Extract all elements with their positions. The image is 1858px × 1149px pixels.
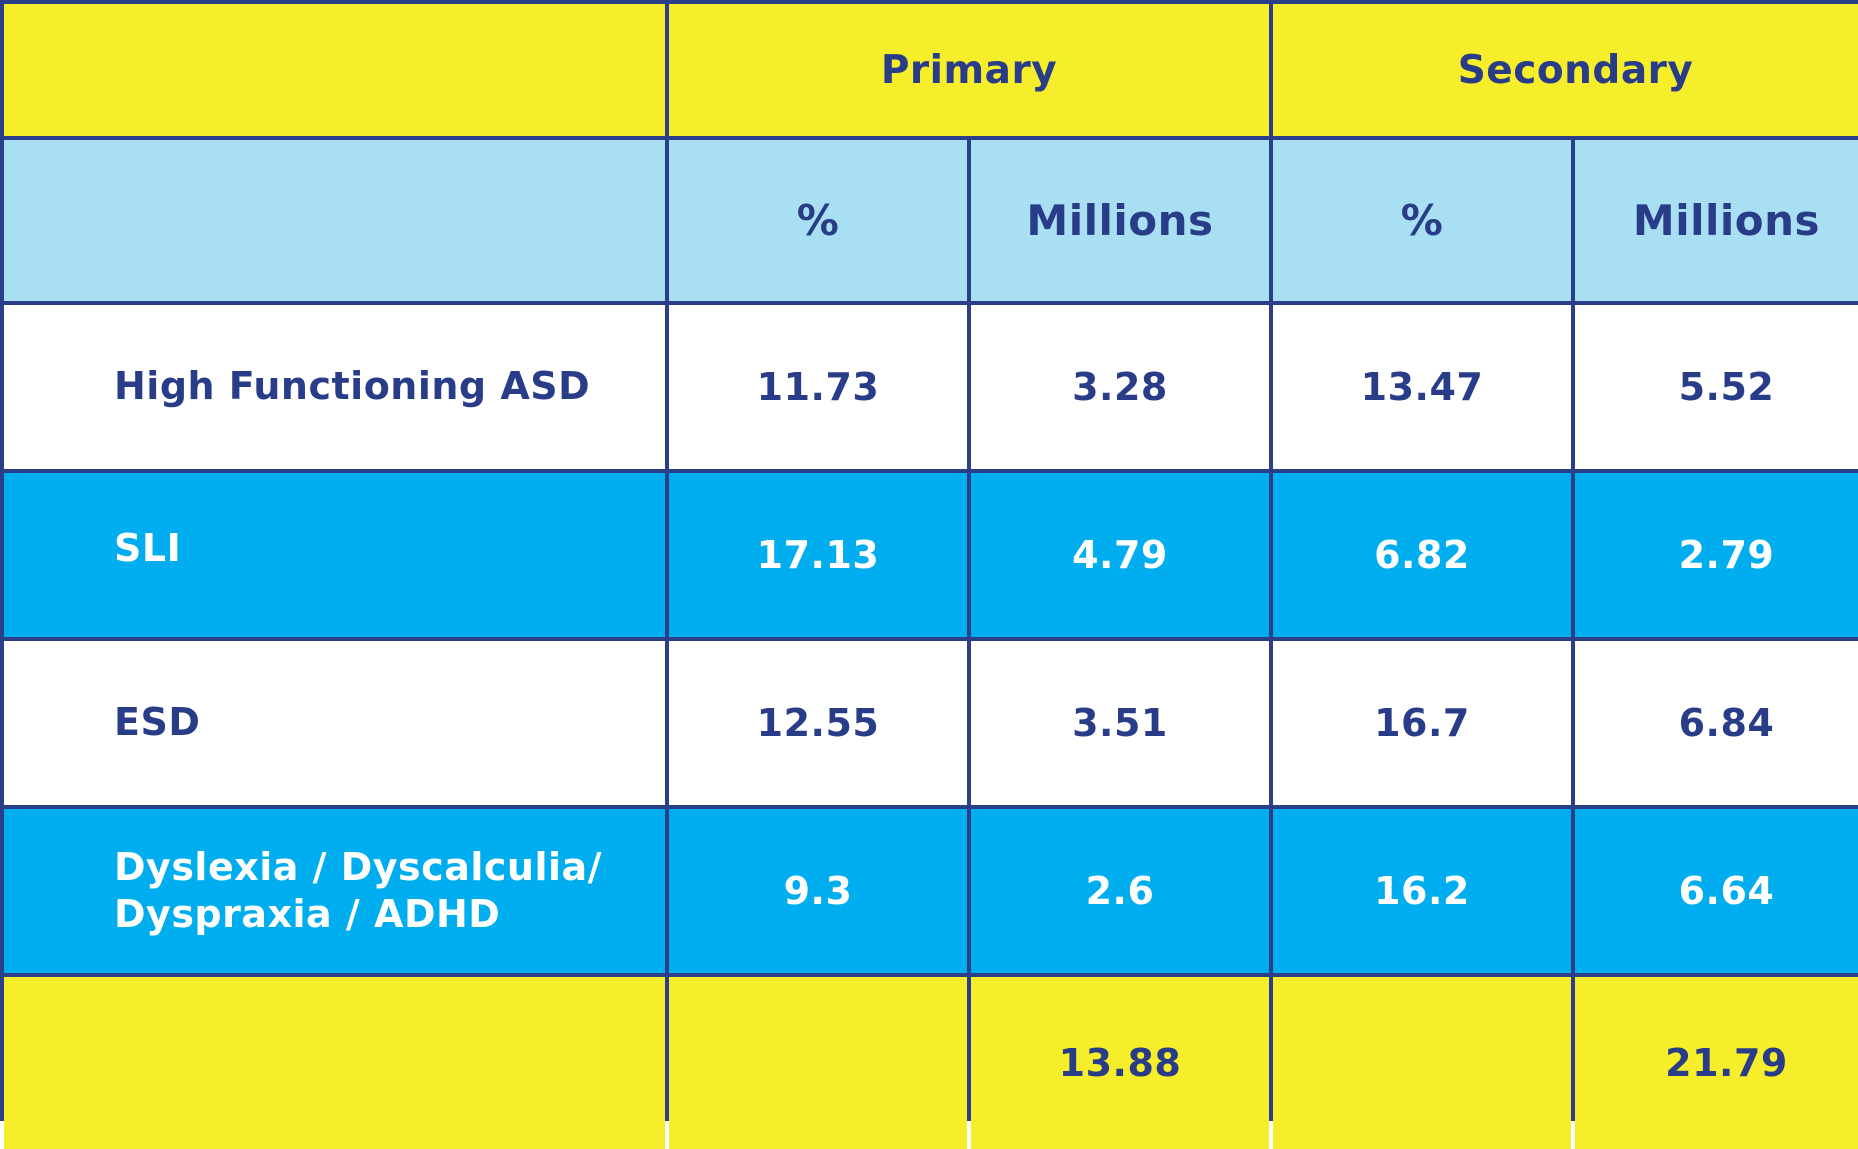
table-cell: 12.55: [669, 641, 967, 805]
row-label-line-1: Dyslexia / Dyscalculia/: [114, 844, 603, 889]
table-cell: 5.52: [1575, 305, 1858, 469]
row-label-high-functioning-asd: High Functioning ASD: [4, 305, 665, 469]
table-cell: 2.6: [971, 809, 1269, 973]
table-cell: 13.47: [1273, 305, 1571, 469]
column-header-secondary-millions: Millions: [1575, 140, 1858, 301]
table-cell: 16.2: [1273, 809, 1571, 973]
table-cell: 4.79: [971, 473, 1269, 637]
table-cell: 9.3: [669, 809, 967, 973]
total-secondary-millions: 21.79: [1575, 977, 1858, 1149]
row-label-line-2: Dyspraxia / ADHD: [114, 892, 501, 936]
total-primary-millions: 13.88: [971, 977, 1269, 1149]
table-cell: 6.84: [1575, 641, 1858, 805]
table-cell: 17.13: [669, 473, 967, 637]
totals-label-cell: [4, 977, 665, 1149]
table-cell: 11.73: [669, 305, 967, 469]
totals-empty-primary-percent: [669, 977, 967, 1149]
table-cell: 6.82: [1273, 473, 1571, 637]
table-cell: 3.51: [971, 641, 1269, 805]
table-cell: 3.28: [971, 305, 1269, 469]
row-label-sli: SLI: [4, 473, 665, 637]
totals-empty-secondary-percent: [1273, 977, 1571, 1149]
row-label-esd: ESD: [4, 641, 665, 805]
corner-cell: [4, 4, 665, 136]
subheader-corner-cell: [4, 140, 665, 301]
column-header-primary-percent: %: [669, 140, 967, 301]
row-label-dyslexia-dyscalculia-dyspraxia-adhd: Dyslexia / Dyscalculia/ Dyspraxia / ADHD: [4, 809, 665, 973]
column-header-primary-millions: Millions: [971, 140, 1269, 301]
group-header-primary: Primary: [669, 4, 1269, 136]
table-cell: 2.79: [1575, 473, 1858, 637]
column-header-secondary-percent: %: [1273, 140, 1571, 301]
group-header-secondary: Secondary: [1273, 4, 1858, 136]
table-cell: 16.7: [1273, 641, 1571, 805]
table-cell: 6.64: [1575, 809, 1858, 973]
